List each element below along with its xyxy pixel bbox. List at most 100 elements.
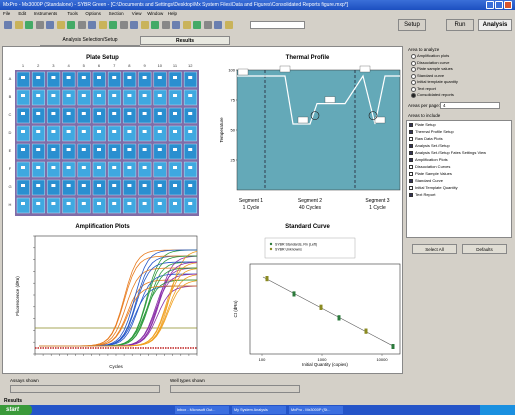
task-button[interactable]: My System Analysis	[232, 406, 286, 414]
plot-background	[236, 69, 401, 191]
checkbox-label[interactable]: Plate Sample Values	[415, 171, 452, 176]
well	[123, 143, 137, 160]
standard-point	[337, 315, 341, 319]
window-button[interactable]	[495, 1, 503, 9]
toolbar-icon[interactable]	[14, 21, 23, 29]
radio-button[interactable]	[411, 80, 416, 85]
window-button[interactable]	[486, 1, 494, 9]
menu-item[interactable]: Section	[108, 11, 124, 16]
toolbar-icon[interactable]	[98, 21, 107, 29]
toolbar-icon[interactable]	[88, 21, 96, 29]
checkbox[interactable]	[409, 130, 413, 134]
checkbox-label[interactable]: Raw Data Plots	[415, 136, 443, 141]
toolbar-icon[interactable]	[77, 21, 86, 29]
checkbox-label[interactable]: Standard Curve	[415, 178, 444, 183]
toolbar-button[interactable]: Analysis	[478, 19, 512, 31]
well-mark	[127, 148, 132, 151]
checkbox-label[interactable]: Amplification Plots	[415, 157, 448, 162]
radio-label[interactable]: Amplification plots	[417, 53, 450, 58]
menu-item[interactable]: Help	[167, 11, 178, 16]
toolbar-dropdown[interactable]	[250, 21, 305, 29]
radio-label[interactable]: Text report	[417, 85, 436, 91]
radio-button[interactable]	[411, 67, 416, 72]
checkbox-label[interactable]: Plate Setup	[415, 122, 436, 127]
checkbox[interactable]	[409, 123, 413, 127]
standard-point	[391, 344, 395, 347]
well-mark	[142, 112, 147, 115]
checkbox[interactable]	[409, 137, 413, 141]
well-mark	[21, 94, 25, 97]
checkbox[interactable]	[409, 165, 413, 169]
menu-item[interactable]: Edit	[18, 11, 27, 16]
checkbox[interactable]	[409, 179, 413, 183]
well	[47, 71, 61, 88]
column-label: 11	[173, 63, 178, 68]
well	[153, 197, 167, 214]
start-button[interactable]: start	[0, 405, 32, 415]
radio-label[interactable]: Plate sample values	[417, 66, 453, 71]
window-button[interactable]	[504, 1, 512, 9]
toolbar-icon[interactable]	[109, 21, 117, 29]
menu-item[interactable]: Window	[147, 11, 164, 16]
task-button[interactable]: Inbox - Microsoft Out...	[175, 406, 229, 414]
checkbox-label[interactable]: Dissociation Curves	[415, 164, 451, 169]
radio-label[interactable]: Standard curve	[417, 72, 445, 78]
toolbar-icon[interactable]	[214, 21, 222, 29]
menu-item[interactable]: View	[131, 11, 142, 16]
tab-active[interactable]: Results	[140, 36, 230, 45]
toolbar-icon[interactable]	[56, 21, 65, 29]
toolbar-icon[interactable]	[130, 21, 138, 29]
radio-button[interactable]	[411, 60, 416, 66]
checkbox[interactable]	[409, 193, 413, 197]
checkbox-label[interactable]: Thermal Profile Setup	[415, 129, 454, 134]
toolbar-icon[interactable]	[161, 21, 170, 29]
well-mark	[188, 184, 193, 187]
toolbar-icon[interactable]	[151, 21, 159, 29]
radio-label[interactable]: Initial template quantity	[417, 79, 458, 84]
toolbar-icon[interactable]	[193, 21, 201, 29]
button[interactable]: Defaults	[462, 244, 507, 254]
toolbar-icon[interactable]	[182, 21, 191, 29]
well-mark	[188, 76, 193, 79]
well-mark	[112, 94, 117, 97]
checkbox[interactable]	[409, 186, 413, 190]
radio-label[interactable]: Dissociation curve	[417, 59, 450, 65]
checkbox[interactable]	[409, 151, 413, 155]
toolbar-icon[interactable]	[172, 21, 180, 29]
toolbar-icon[interactable]	[35, 21, 44, 29]
checkbox[interactable]	[409, 158, 413, 162]
menu-item[interactable]: Instruments	[33, 11, 58, 16]
toolbar-button[interactable]: Run	[446, 19, 474, 31]
toolbar-icon[interactable]	[46, 21, 54, 29]
menu-item[interactable]: Options	[85, 11, 101, 16]
radio-button[interactable]	[411, 73, 416, 79]
checkbox-label[interactable]: Analysis Set./Setup	[415, 143, 450, 148]
radio-button[interactable]	[411, 93, 416, 98]
toolbar-icon[interactable]	[4, 21, 12, 29]
toolbar-icon[interactable]	[224, 21, 233, 29]
checkbox[interactable]	[409, 144, 413, 148]
task-button[interactable]: MxPro - Mx3000P (St...	[289, 406, 343, 414]
checkbox-label[interactable]: Initial Template Quantity	[415, 185, 458, 190]
well	[77, 197, 91, 214]
dropdown[interactable]: 4	[440, 102, 500, 109]
well	[31, 161, 45, 178]
button[interactable]: Select All	[412, 244, 457, 254]
radio-button[interactable]	[411, 54, 416, 59]
tab[interactable]: Analysis Selection/Setup	[40, 36, 140, 46]
checkbox-label[interactable]: Analysis Set./Setup Fates Settings View	[415, 150, 487, 155]
toolbar-icon[interactable]	[119, 21, 128, 29]
menu-item[interactable]: File	[3, 11, 11, 16]
checkbox[interactable]	[409, 172, 413, 176]
toolbar-icon[interactable]	[25, 21, 33, 29]
well	[123, 197, 137, 214]
radio-label[interactable]: Consolidated reports	[417, 92, 454, 97]
menu-item[interactable]: Tools	[67, 11, 78, 16]
checkbox-label[interactable]: Text Report	[415, 192, 436, 197]
toolbar-icon[interactable]	[140, 21, 149, 29]
radio-button[interactable]	[411, 86, 416, 92]
well-mark	[81, 184, 86, 187]
toolbar-button[interactable]: Setup	[398, 19, 426, 31]
toolbar-icon[interactable]	[203, 21, 212, 29]
toolbar-icon[interactable]	[67, 21, 75, 29]
